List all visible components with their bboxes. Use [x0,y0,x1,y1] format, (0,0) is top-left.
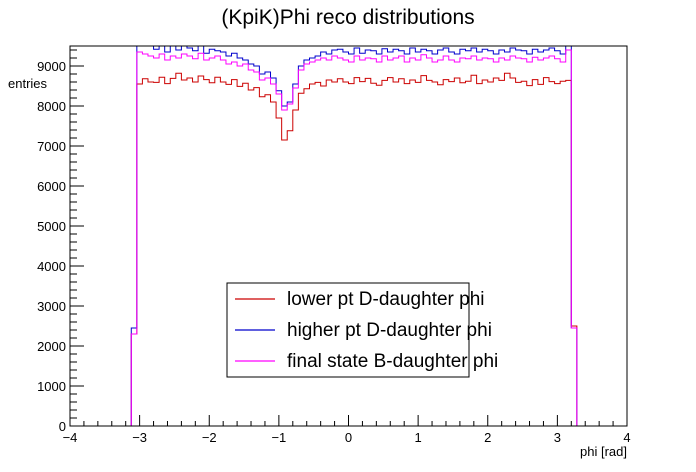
y-tick-label: 7000 [37,139,66,154]
y-tick-label: 2000 [37,339,66,354]
x-tick-label: −2 [202,430,217,445]
x-tick-label: 3 [554,430,561,445]
x-tick-label: −4 [63,430,78,445]
series-layer [70,45,627,427]
legend-label-lower-pt: lower pt D-daughter phi [287,289,485,310]
chart-title: (KpiK)Phi reco distributions [221,6,474,29]
y-axis-title: entries [8,76,48,91]
y-tick-label: 6000 [37,179,66,194]
series-line-0 [70,72,627,427]
y-tick-label: 5000 [37,219,66,234]
x-axis-title: phi [rad] [580,444,627,459]
y-tick-label: 8000 [37,99,66,114]
x-tick-label: −1 [271,430,286,445]
legend: lower pt D-daughter phi higher pt D-daug… [226,282,498,378]
y-tick-label: 0 [59,419,66,434]
x-tick-label: −3 [132,430,147,445]
series-line-2 [70,49,627,427]
y-tick-label: 4000 [37,259,66,274]
x-tick-label: 0 [345,430,352,445]
x-tick-label: 4 [623,430,630,445]
y-tick-label: 9000 [37,59,66,74]
x-tick-label: 2 [484,430,491,445]
y-tick-label: 3000 [37,299,66,314]
legend-label-higher-pt: higher pt D-daughter phi [287,320,492,341]
legend-label-final-state: final state B-daughter phi [287,351,498,372]
axis-layer: −4 −3 −2 −1 0 1 2 3 4 0 1000 2000 3000 4000 5000 6000 70… [37,49,631,445]
y-tick-label: 1000 [37,379,66,394]
series-line-1 [70,45,627,427]
x-tick-label: 1 [415,430,422,445]
